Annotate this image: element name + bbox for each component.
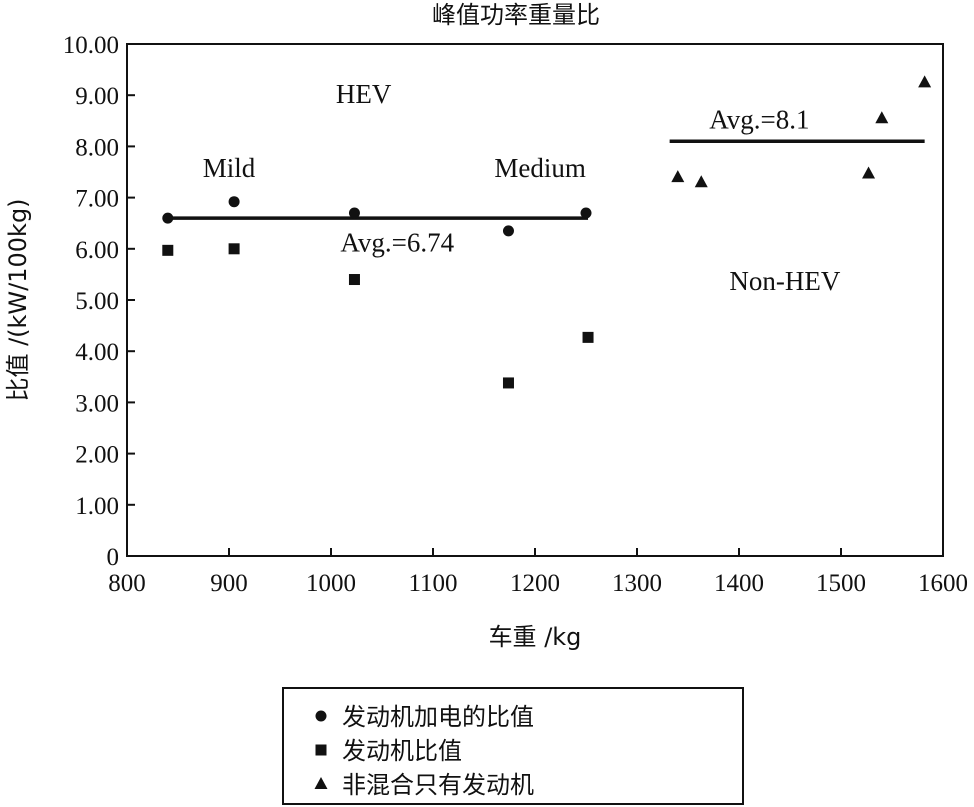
plot-frame [126, 43, 944, 557]
x-tick-label: 1500 [816, 570, 866, 597]
plot-area [126, 43, 944, 557]
x-axis-ticks: 800 900 1000 1100 1200 1300 1400 1500 1600 [108, 548, 968, 597]
y-tick-label: 8.00 [75, 134, 119, 161]
legend-box [282, 687, 744, 805]
x-tick-label: 1400 [714, 570, 764, 597]
y-tick-label: 6.00 [75, 237, 119, 264]
legend-square-marker [315, 744, 327, 756]
y-tick-label: 1.00 [75, 493, 119, 520]
annotation-label: Avg.=8.1 [709, 104, 809, 134]
legend-entry-label: 发动机比值 [342, 737, 462, 765]
square-point [162, 244, 174, 256]
y-tick-label: 4.00 [75, 339, 119, 366]
average-lines [162, 139, 925, 220]
annotation-label: HEV [336, 79, 392, 109]
y-tick-label: 9.00 [75, 83, 119, 110]
x-tick-label: 900 [210, 570, 248, 597]
data-points [162, 75, 932, 389]
x-tick-label: 1300 [612, 570, 662, 597]
legend-triangle-marker [314, 777, 328, 789]
y-tick-label: 2.00 [75, 442, 119, 469]
annotation-label: Mild [203, 153, 256, 183]
square-point [502, 377, 514, 389]
triangle-point [875, 111, 889, 124]
y-axis-ticks: 0 1.00 2.00 3.00 4.00 5.00 6.00 7.00 8.00 9.00 10.… [63, 32, 135, 571]
x-tick-label: 1000 [306, 570, 356, 597]
triangle-point [671, 170, 685, 183]
legend-entry-label: 发动机加电的比值 [342, 703, 534, 731]
x-tick-label: 1200 [510, 570, 560, 597]
square-point [348, 274, 360, 286]
legend-entry-label: 非混合只有发动机 [342, 771, 534, 799]
annotation-label: Medium [494, 153, 586, 183]
x-tick-label: 800 [108, 570, 146, 597]
y-axis-label: 比值 /(kW/100kg) [4, 198, 32, 401]
x-tick-label: 1100 [408, 570, 457, 597]
circle-point [162, 212, 174, 224]
annotation-label: Non-HEV [729, 266, 840, 296]
y-tick-label: 0 [107, 544, 120, 571]
y-tick-label: 10.00 [63, 32, 119, 59]
circle-point [580, 207, 592, 219]
annotations: HEV Mild Medium Avg.=6.74 Avg.=8.1 Non-HEV [203, 79, 841, 296]
square-point [228, 243, 240, 255]
circle-point [228, 196, 240, 208]
legend-circle-marker [315, 710, 327, 722]
y-tick-label: 3.00 [75, 390, 119, 417]
x-axis-label: 车重 /kg [489, 623, 582, 651]
circle-point [348, 207, 360, 219]
y-tick-label: 7.00 [75, 186, 119, 213]
y-tick-label: 5.00 [75, 288, 119, 315]
chart-title: 峰值功率重量比 [432, 1, 600, 29]
triangle-point [862, 166, 876, 179]
square-point [582, 331, 594, 343]
triangle-point [694, 175, 708, 188]
annotation-label: Avg.=6.74 [340, 227, 454, 257]
circle-point [502, 225, 514, 237]
triangle-point [918, 75, 932, 88]
x-tick-label: 1600 [918, 570, 968, 597]
